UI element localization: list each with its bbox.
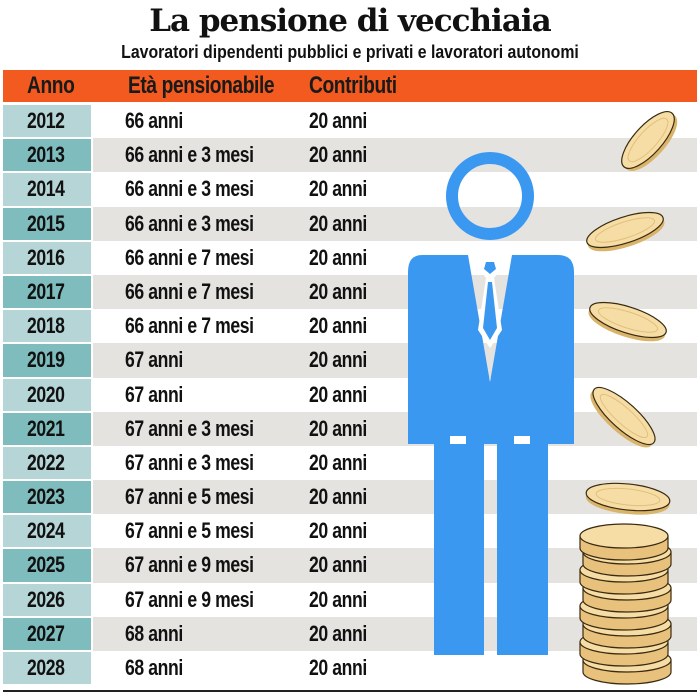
row-contributions: 20 anni <box>309 415 367 441</box>
row-age: 66 anni e 7 mesi <box>125 278 254 304</box>
table-row: 2017 66 anni e 7 mesi 20 anni <box>3 274 697 310</box>
year-cell <box>3 310 91 343</box>
table-header: Anno Età pensionabile Contributi <box>3 70 697 102</box>
row-age: 66 anni e 3 mesi <box>125 142 254 168</box>
row-age: 67 anni e 5 mesi <box>125 484 254 510</box>
table-row: 2020 67 anni 20 anni <box>3 378 697 412</box>
row-year: 2016 <box>27 244 65 270</box>
row-band <box>93 378 697 412</box>
row-contributions: 20 anni <box>309 586 367 612</box>
year-cell <box>3 549 91 582</box>
table-row: 2013 66 anni e 3 mesi 20 anni <box>3 138 697 173</box>
row-year: 2019 <box>27 347 65 373</box>
row-contributions: 20 anni <box>309 655 367 680</box>
row-age: 66 anni e 7 mesi <box>125 244 254 270</box>
year-cell <box>3 412 91 445</box>
row-age: 68 anni <box>125 620 183 646</box>
row-contributions: 20 anni <box>309 347 367 373</box>
table-row: 2022 67 anni e 3 mesi 20 anni <box>3 446 697 480</box>
page-subtitle: Lavoratori dipendenti pubblici e privati… <box>121 42 579 62</box>
row-year: 2022 <box>27 449 65 475</box>
row-band <box>93 104 697 138</box>
row-age: 67 anni e 3 mesi <box>125 415 254 441</box>
table-row: 2016 66 anni e 7 mesi 20 anni <box>3 241 697 275</box>
row-contributions: 20 anni <box>309 210 367 236</box>
year-cell <box>3 583 91 616</box>
row-band <box>93 138 697 173</box>
table-row: 2018 66 anni e 7 mesi 20 anni <box>3 309 697 343</box>
year-cell <box>3 652 91 685</box>
row-year: 2023 <box>27 484 65 510</box>
header-contributions: Contributi <box>309 72 397 99</box>
table-row: 2014 66 anni e 3 mesi 20 anni <box>3 172 697 206</box>
table-row: 2028 68 anni 20 anni <box>3 651 697 685</box>
table-row: 2027 68 anni 20 anni <box>3 616 697 651</box>
table-row: 2024 67 anni e 5 mesi 20 anni <box>3 514 697 548</box>
header-year: Anno <box>27 72 75 99</box>
row-contributions: 20 anni <box>309 381 367 407</box>
row-year: 2020 <box>27 381 65 407</box>
row-year: 2027 <box>27 620 65 646</box>
page-title: La pensione di vecchiaia <box>149 3 552 39</box>
row-contributions: 20 anni <box>309 108 367 133</box>
row-contributions: 20 anni <box>309 278 367 304</box>
row-contributions: 20 anni <box>309 313 367 339</box>
table-bottom-rule <box>3 690 697 692</box>
row-contributions: 20 anni <box>309 518 367 544</box>
row-year: 2013 <box>27 142 65 168</box>
row-age: 66 anni e 3 mesi <box>125 210 254 236</box>
row-year: 2017 <box>27 278 65 304</box>
year-cell <box>3 617 91 650</box>
year-cell <box>3 105 91 138</box>
row-age: 66 anni e 3 mesi <box>125 176 254 202</box>
row-band <box>93 651 697 685</box>
row-contributions: 20 anni <box>309 142 367 168</box>
row-year: 2015 <box>27 210 65 236</box>
row-age: 67 anni e 9 mesi <box>125 586 254 612</box>
year-cell <box>3 139 91 172</box>
table-row: 2015 66 anni e 3 mesi 20 anni <box>3 206 697 241</box>
row-contributions: 20 anni <box>309 176 367 202</box>
year-cell <box>3 241 91 274</box>
table-row: 2021 67 anni e 3 mesi 20 anni <box>3 411 697 446</box>
row-age: 66 anni <box>125 108 183 133</box>
row-contributions: 20 anni <box>309 244 367 270</box>
header-age: Età pensionabile <box>128 72 275 99</box>
year-cell <box>3 173 91 206</box>
year-cell <box>3 481 91 514</box>
row-band <box>93 343 697 378</box>
row-age: 67 anni <box>125 347 183 373</box>
row-contributions: 20 anni <box>309 484 367 510</box>
row-contributions: 20 anni <box>309 620 367 646</box>
row-age: 68 anni <box>125 655 183 680</box>
year-cell <box>3 378 91 411</box>
row-contributions: 20 anni <box>309 449 367 475</box>
row-age: 66 anni e 7 mesi <box>125 313 254 339</box>
row-year: 2018 <box>27 313 65 339</box>
row-year: 2014 <box>27 176 65 202</box>
row-year: 2025 <box>27 552 65 578</box>
row-year: 2024 <box>27 518 65 544</box>
table-body: 2012 66 anni 20 anni 2013 66 anni e 3 mesi 20… <box>3 104 697 685</box>
row-year: 2012 <box>27 108 65 133</box>
row-contributions: 20 anni <box>309 552 367 578</box>
row-year: 2026 <box>27 586 65 612</box>
table-row: 2026 67 anni e 9 mesi 20 anni <box>3 583 697 617</box>
table-row: 2025 67 anni e 9 mesi 20 anni <box>3 548 697 583</box>
year-cell <box>3 207 91 240</box>
row-age: 67 anni e 5 mesi <box>125 518 254 544</box>
row-year: 2021 <box>27 415 65 441</box>
year-cell <box>3 515 91 548</box>
table-row: 2012 66 anni 20 anni <box>3 104 697 138</box>
row-band <box>93 616 697 651</box>
table-row: 2023 67 anni e 5 mesi 20 anni <box>3 480 697 515</box>
year-cell <box>3 275 91 309</box>
row-age: 67 anni e 3 mesi <box>125 449 254 475</box>
row-age: 67 anni e 9 mesi <box>125 552 254 578</box>
year-cell <box>3 344 91 377</box>
row-year: 2028 <box>27 655 65 680</box>
row-age: 67 anni <box>125 381 183 407</box>
table-row: 2019 67 anni 20 anni <box>3 343 697 378</box>
year-cell <box>3 446 91 480</box>
